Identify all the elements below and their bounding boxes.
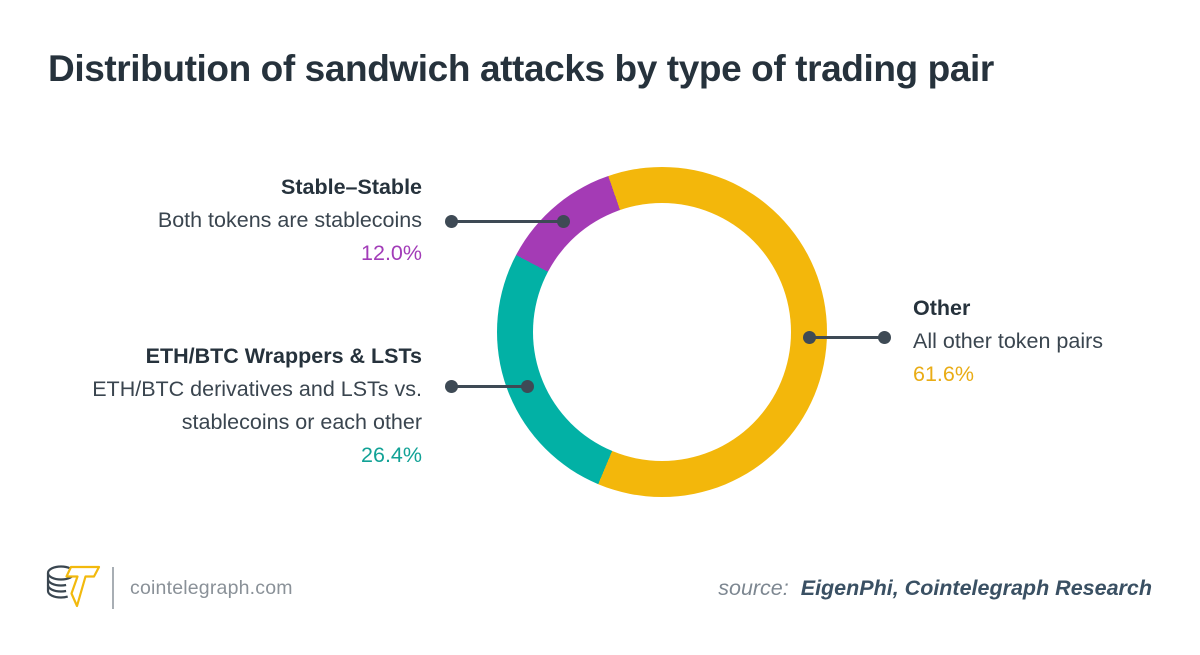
slice-label: ETH/BTC Wrappers & LSTs (145, 344, 422, 368)
slice-description: All other token pairs (913, 329, 1104, 353)
source-text: EigenPhi, Cointelegraph Research (800, 576, 1152, 600)
leader-dot-icon (557, 215, 570, 228)
source-credit: source: EigenPhi, Cointelegraph Research (718, 576, 1152, 601)
leader-line (451, 385, 528, 388)
coin-stack-bolt-icon (46, 565, 101, 608)
leader-dot-icon (521, 380, 534, 393)
cointelegraph-logo (44, 560, 102, 619)
lightning-t-icon (65, 565, 101, 608)
coin-stack-icon (46, 565, 76, 599)
slice-description: Both tokens are stablecoins (157, 208, 422, 232)
slice-description-line2: stablecoins or each other (181, 410, 422, 434)
donut-hole (533, 203, 791, 461)
slice-percentage: 26.4% (361, 443, 422, 467)
leader-line (809, 336, 885, 339)
leader-line-other (803, 331, 891, 344)
callout-eth-btc-wrappers: ETH/BTC Wrappers & LSTs ETH/BTC derivati… (40, 340, 422, 472)
callout-other: Other All other token pairs 61.6% (913, 292, 1183, 391)
leader-dot-icon (878, 331, 891, 344)
leader-line-stable (445, 215, 570, 228)
footer-divider (112, 567, 114, 609)
slice-percentage: 12.0% (361, 241, 422, 265)
source-prefix: source: (718, 576, 789, 600)
slice-percentage: 61.6% (913, 362, 974, 386)
slice-label: Other (913, 296, 971, 320)
site-name: cointelegraph.com (130, 577, 293, 599)
slice-description-line1: ETH/BTC derivatives and LSTs vs. (92, 377, 422, 401)
callout-stable-stable: Stable–Stable Both tokens are stablecoin… (40, 171, 422, 270)
slice-label: Stable–Stable (281, 175, 422, 199)
donut-chart (497, 167, 827, 497)
page-title: Distribution of sandwich attacks by type… (48, 48, 994, 89)
leader-line-eth (445, 380, 534, 393)
leader-line (451, 220, 564, 223)
